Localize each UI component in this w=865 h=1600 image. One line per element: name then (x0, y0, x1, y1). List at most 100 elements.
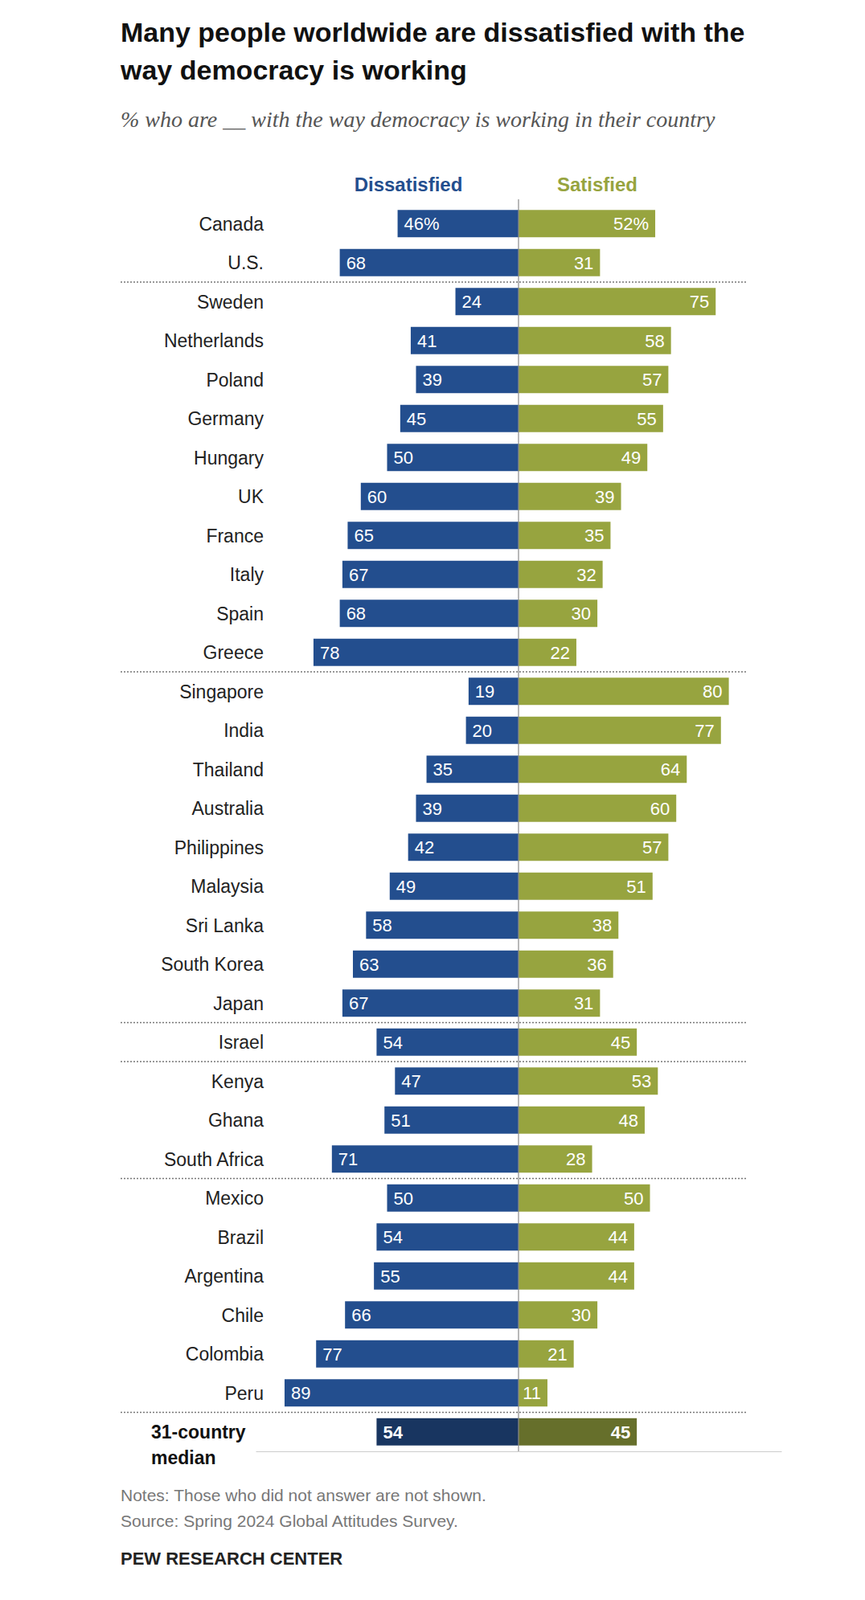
data-label: 75 (689, 291, 710, 312)
bar (518, 1301, 598, 1329)
category-label: France (205, 525, 264, 547)
category-label: U.S. (227, 252, 264, 274)
bar (394, 1067, 519, 1095)
category-label: Germany (187, 408, 264, 430)
title: Many people worldwide are dissatisfied w… (119, 16, 746, 86)
data-label: 80 (702, 681, 722, 702)
data-label: 47 (401, 1071, 421, 1092)
bar (315, 1340, 519, 1369)
category-label: Argentina (184, 1266, 265, 1288)
category-label: Canada (198, 213, 264, 235)
category-label: Spain (216, 603, 264, 625)
data-label: 44 (607, 1266, 628, 1288)
bar (410, 327, 519, 355)
legend-entry: Satisfied (557, 173, 638, 196)
data-label: 24 (462, 291, 482, 312)
category-label: Mexico (204, 1188, 264, 1210)
data-label: 30 (571, 603, 591, 624)
text-line: 31-country (151, 1422, 246, 1444)
data-label: 49 (396, 877, 416, 898)
bar (342, 989, 519, 1017)
bar (518, 951, 614, 979)
bar (518, 249, 600, 277)
data-label: 60 (367, 487, 387, 508)
bar (415, 795, 519, 823)
data-label: 11 (522, 1383, 542, 1404)
bar (518, 639, 577, 667)
chart: Many people worldwide are dissatisfied w… (0, 0, 865, 1600)
data-label: 55 (380, 1266, 400, 1288)
bar (466, 717, 519, 745)
bar (408, 833, 519, 861)
data-label: 44 (607, 1227, 628, 1248)
bar (518, 1028, 637, 1057)
bar (518, 755, 687, 784)
bar (389, 873, 519, 901)
data-label: 32 (576, 565, 596, 586)
data-label: 63 (359, 955, 379, 976)
category-label: UK (237, 486, 265, 508)
data-label: 50 (623, 1188, 644, 1210)
bar (352, 951, 519, 979)
bar (518, 327, 672, 355)
bar (518, 989, 600, 1017)
category-label: 31-countrymedian (151, 1422, 246, 1469)
separator (120, 671, 747, 673)
bar (518, 1262, 635, 1291)
category-label: India (223, 720, 264, 742)
source: Source: Spring 2024 Global Attitudes Sur… (120, 1512, 459, 1531)
bar (518, 599, 598, 628)
bar (518, 1223, 635, 1251)
data-label: 39 (422, 369, 442, 390)
bar (518, 873, 653, 901)
bar (468, 677, 519, 706)
category-label: Philippines (174, 837, 264, 859)
data-label: 60 (650, 799, 670, 820)
axis-line (256, 1451, 520, 1453)
data-label: 57 (642, 369, 662, 390)
bar (313, 639, 519, 667)
bar (342, 561, 519, 589)
bar (518, 287, 716, 316)
bar (376, 1223, 519, 1251)
bar (426, 755, 519, 784)
data-label: 65 (353, 525, 374, 546)
data-label: 77 (322, 1344, 342, 1366)
bar (518, 561, 603, 589)
data-label: 77 (694, 721, 714, 742)
data-label: 48 (618, 1110, 638, 1132)
bar (518, 911, 619, 939)
subtitle: % who are __ with the way democracy is w… (120, 106, 716, 132)
category-label: Peru (224, 1383, 264, 1405)
data-label: 54 (382, 1033, 402, 1054)
category-label: Japan (213, 993, 264, 1015)
data-label: 46% (404, 213, 440, 234)
bar (387, 443, 520, 472)
data-label: 31 (573, 253, 594, 274)
category-label: Israel (218, 1032, 264, 1054)
category-label: Singapore (179, 681, 264, 703)
category-label: South Korea (160, 954, 264, 976)
data-label: 89 (291, 1383, 311, 1404)
data-label: 52% (613, 213, 649, 234)
data-label: 21 (547, 1344, 567, 1366)
bar (340, 599, 519, 628)
data-label: 54 (382, 1422, 403, 1444)
data-label: 49 (621, 447, 641, 468)
text-line: % who are __ with the way democracy is w… (120, 106, 716, 132)
separator (120, 1022, 747, 1025)
bar (518, 443, 648, 472)
category-label: Sri Lanka (185, 915, 264, 937)
bar (344, 1301, 519, 1329)
bar (397, 209, 519, 238)
bar (347, 521, 519, 550)
category-label: South Africa (163, 1149, 264, 1171)
category-label: Hungary (193, 447, 264, 469)
legend-entry: Dissatisfied (354, 173, 464, 196)
data-label: 51 (626, 877, 646, 898)
credit: PEW RESEARCH CENTER (120, 1549, 343, 1570)
separator (120, 281, 747, 283)
data-label: 67 (348, 565, 369, 586)
data-label: 71 (338, 1149, 358, 1170)
category-label: Brazil (217, 1227, 264, 1249)
